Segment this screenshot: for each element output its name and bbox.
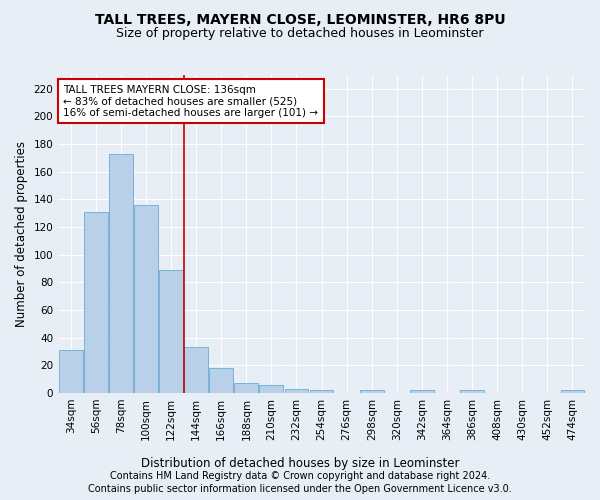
Y-axis label: Number of detached properties: Number of detached properties: [15, 141, 28, 327]
Bar: [235, 384, 258, 393]
Bar: [209, 368, 233, 393]
Bar: [134, 205, 158, 393]
Text: Contains HM Land Registry data © Crown copyright and database right 2024.: Contains HM Land Registry data © Crown c…: [110, 471, 490, 481]
Bar: [109, 154, 133, 393]
Bar: [560, 390, 584, 393]
Bar: [159, 270, 183, 393]
Bar: [259, 384, 283, 393]
Bar: [84, 212, 108, 393]
Text: Contains public sector information licensed under the Open Government Licence v3: Contains public sector information licen…: [88, 484, 512, 494]
Bar: [59, 350, 83, 393]
Bar: [184, 348, 208, 393]
Bar: [360, 390, 383, 393]
Text: Distribution of detached houses by size in Leominster: Distribution of detached houses by size …: [141, 458, 459, 470]
Bar: [460, 390, 484, 393]
Text: TALL TREES MAYERN CLOSE: 136sqm
← 83% of detached houses are smaller (525)
16% o: TALL TREES MAYERN CLOSE: 136sqm ← 83% of…: [64, 84, 319, 117]
Bar: [310, 390, 334, 393]
Bar: [284, 389, 308, 393]
Bar: [410, 390, 434, 393]
Text: TALL TREES, MAYERN CLOSE, LEOMINSTER, HR6 8PU: TALL TREES, MAYERN CLOSE, LEOMINSTER, HR…: [95, 12, 505, 26]
Text: Size of property relative to detached houses in Leominster: Size of property relative to detached ho…: [116, 28, 484, 40]
